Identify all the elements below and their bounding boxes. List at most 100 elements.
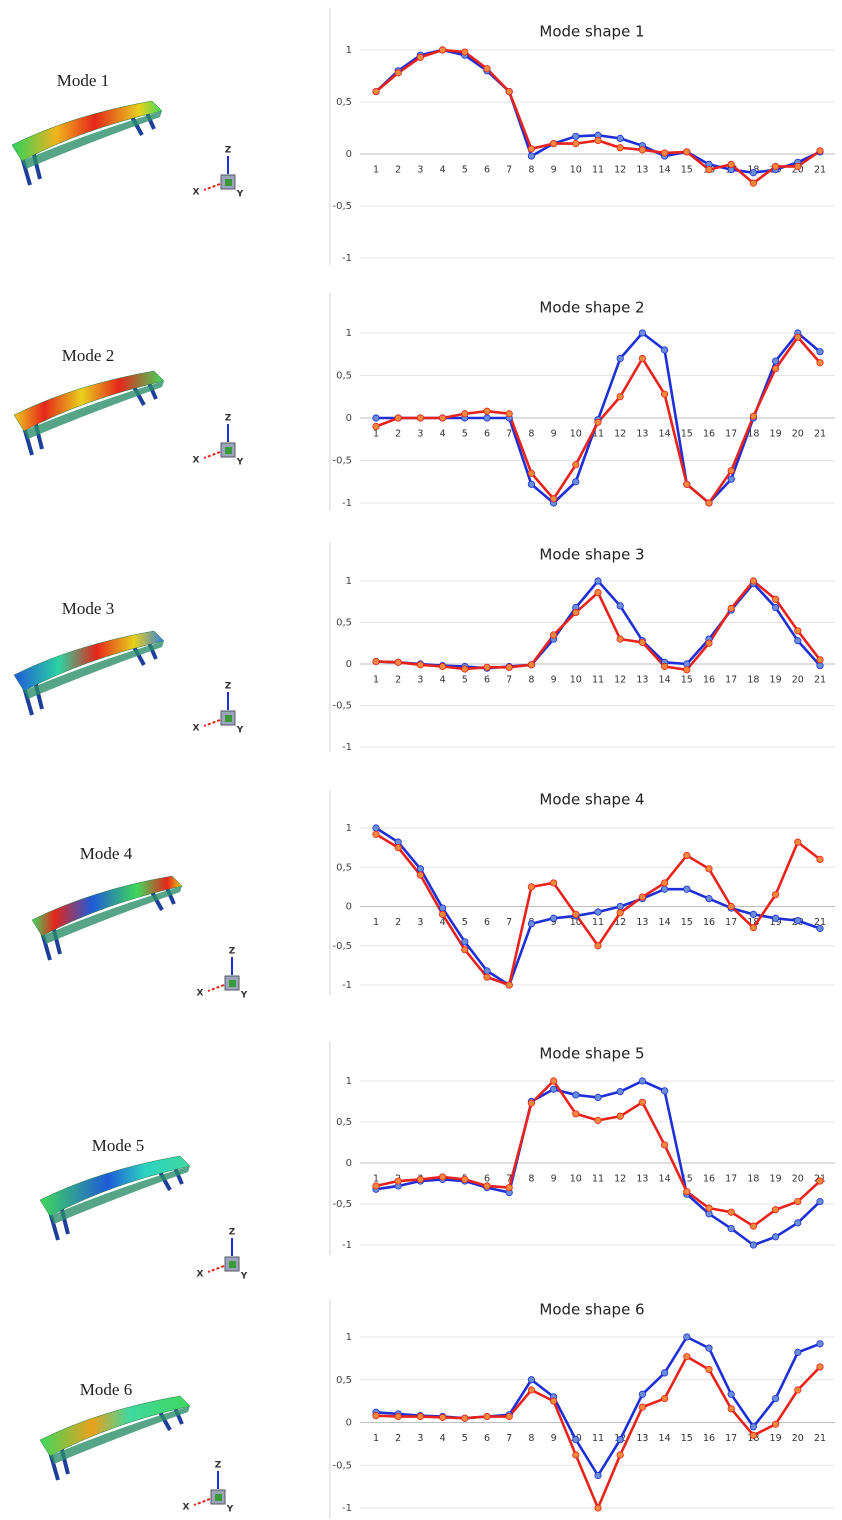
data-point <box>817 360 823 366</box>
data-point <box>506 664 512 670</box>
triad-x <box>208 1266 224 1272</box>
x-tick-label: 10 <box>570 675 582 686</box>
y-tick-label: -0,5 <box>332 1460 352 1471</box>
data-point <box>439 415 445 421</box>
x-tick-label: 9 <box>551 1433 557 1444</box>
x-tick-label: 7 <box>506 1433 512 1444</box>
mode-label: Mode 3 <box>62 599 114 618</box>
data-point <box>484 1183 490 1189</box>
chart-title: Mode shape 1 <box>539 23 644 41</box>
x-tick-label: 5 <box>462 165 468 176</box>
data-point <box>550 632 556 638</box>
chart-title: Mode shape 4 <box>539 791 644 809</box>
data-point <box>617 1452 623 1458</box>
data-point <box>728 468 734 474</box>
data-point <box>439 905 445 911</box>
data-point <box>373 1183 379 1189</box>
bridge-model <box>14 631 164 715</box>
x-tick-label: 14 <box>659 1433 671 1444</box>
x-tick-label: 15 <box>681 675 693 686</box>
data-point <box>550 915 556 921</box>
x-tick-label: 20 <box>792 675 804 686</box>
x-tick-label: 7 <box>506 165 512 176</box>
data-point <box>484 664 490 670</box>
data-point <box>728 605 734 611</box>
y-tick-label: 0 <box>346 902 352 913</box>
x-tick-label: 12 <box>614 1174 626 1185</box>
data-point <box>817 148 823 154</box>
data-point <box>795 1220 801 1226</box>
data-point <box>506 1184 512 1190</box>
data-point <box>484 968 490 974</box>
data-point <box>617 394 623 400</box>
data-point <box>462 1176 468 1182</box>
data-point <box>595 589 601 595</box>
y-tick-label: -0,5 <box>332 456 352 467</box>
data-point <box>795 1349 801 1355</box>
data-point <box>661 1088 667 1094</box>
data-point <box>439 1414 445 1420</box>
x-tick-label: 19 <box>770 1433 782 1444</box>
axis-triad: ZXY <box>193 414 244 468</box>
mode-label: Mode 2 <box>62 346 114 365</box>
x-tick-label: 3 <box>417 917 423 928</box>
data-point <box>639 894 645 900</box>
data-point <box>639 1391 645 1397</box>
chart-title: Mode shape 2 <box>539 299 644 317</box>
data-point <box>528 481 534 487</box>
data-point <box>661 391 667 397</box>
chart-title: Mode shape 3 <box>539 546 644 564</box>
data-point <box>573 609 579 615</box>
x-tick-label: 7 <box>506 917 512 928</box>
data-point <box>639 330 645 336</box>
data-point <box>484 66 490 72</box>
data-point <box>617 903 623 909</box>
triad-label: Z <box>225 414 232 424</box>
bridge-model <box>40 1156 190 1240</box>
triad-label: X <box>197 989 204 999</box>
data-point <box>484 408 490 414</box>
data-point <box>639 1078 645 1084</box>
data-point <box>728 903 734 909</box>
triad-x <box>204 720 220 726</box>
triad-label: Y <box>236 190 244 200</box>
data-point <box>484 1413 490 1419</box>
x-tick-label: 21 <box>814 1433 826 1444</box>
y-tick-label: 0,5 <box>336 862 352 873</box>
x-tick-label: 14 <box>659 1174 671 1185</box>
x-tick-label: 1 <box>373 1433 379 1444</box>
y-tick-label: 1 <box>346 1332 352 1343</box>
x-tick-label: 6 <box>484 429 490 440</box>
data-point <box>684 1334 690 1340</box>
x-tick-label: 8 <box>528 1433 534 1444</box>
x-tick-label: 4 <box>440 1433 446 1444</box>
data-point <box>573 140 579 146</box>
data-point <box>573 1111 579 1117</box>
axis-triad: ZXY <box>197 1228 248 1282</box>
data-point <box>795 1198 801 1204</box>
data-point <box>573 1452 579 1458</box>
data-point <box>617 355 623 361</box>
data-point <box>528 1377 534 1383</box>
bridge-model <box>14 371 164 455</box>
data-point <box>462 411 468 417</box>
x-tick-label: 6 <box>484 917 490 928</box>
data-point <box>750 1223 756 1229</box>
triad-label: Z <box>225 682 232 692</box>
chart-title: Mode shape 6 <box>539 1301 644 1319</box>
y-tick-label: -0,5 <box>332 201 352 212</box>
data-point <box>684 149 690 155</box>
data-point <box>484 415 490 421</box>
data-point <box>439 47 445 53</box>
data-point <box>417 866 423 872</box>
x-tick-label: 6 <box>484 165 490 176</box>
data-point <box>772 596 778 602</box>
data-point <box>484 974 490 980</box>
y-tick-label: 0,5 <box>336 618 352 629</box>
y-tick-label: 1 <box>346 576 352 587</box>
x-tick-label: 3 <box>417 1433 423 1444</box>
data-point <box>573 911 579 917</box>
x-tick-label: 17 <box>725 675 737 686</box>
mode-label: Mode 5 <box>92 1136 144 1155</box>
data-point <box>795 917 801 923</box>
